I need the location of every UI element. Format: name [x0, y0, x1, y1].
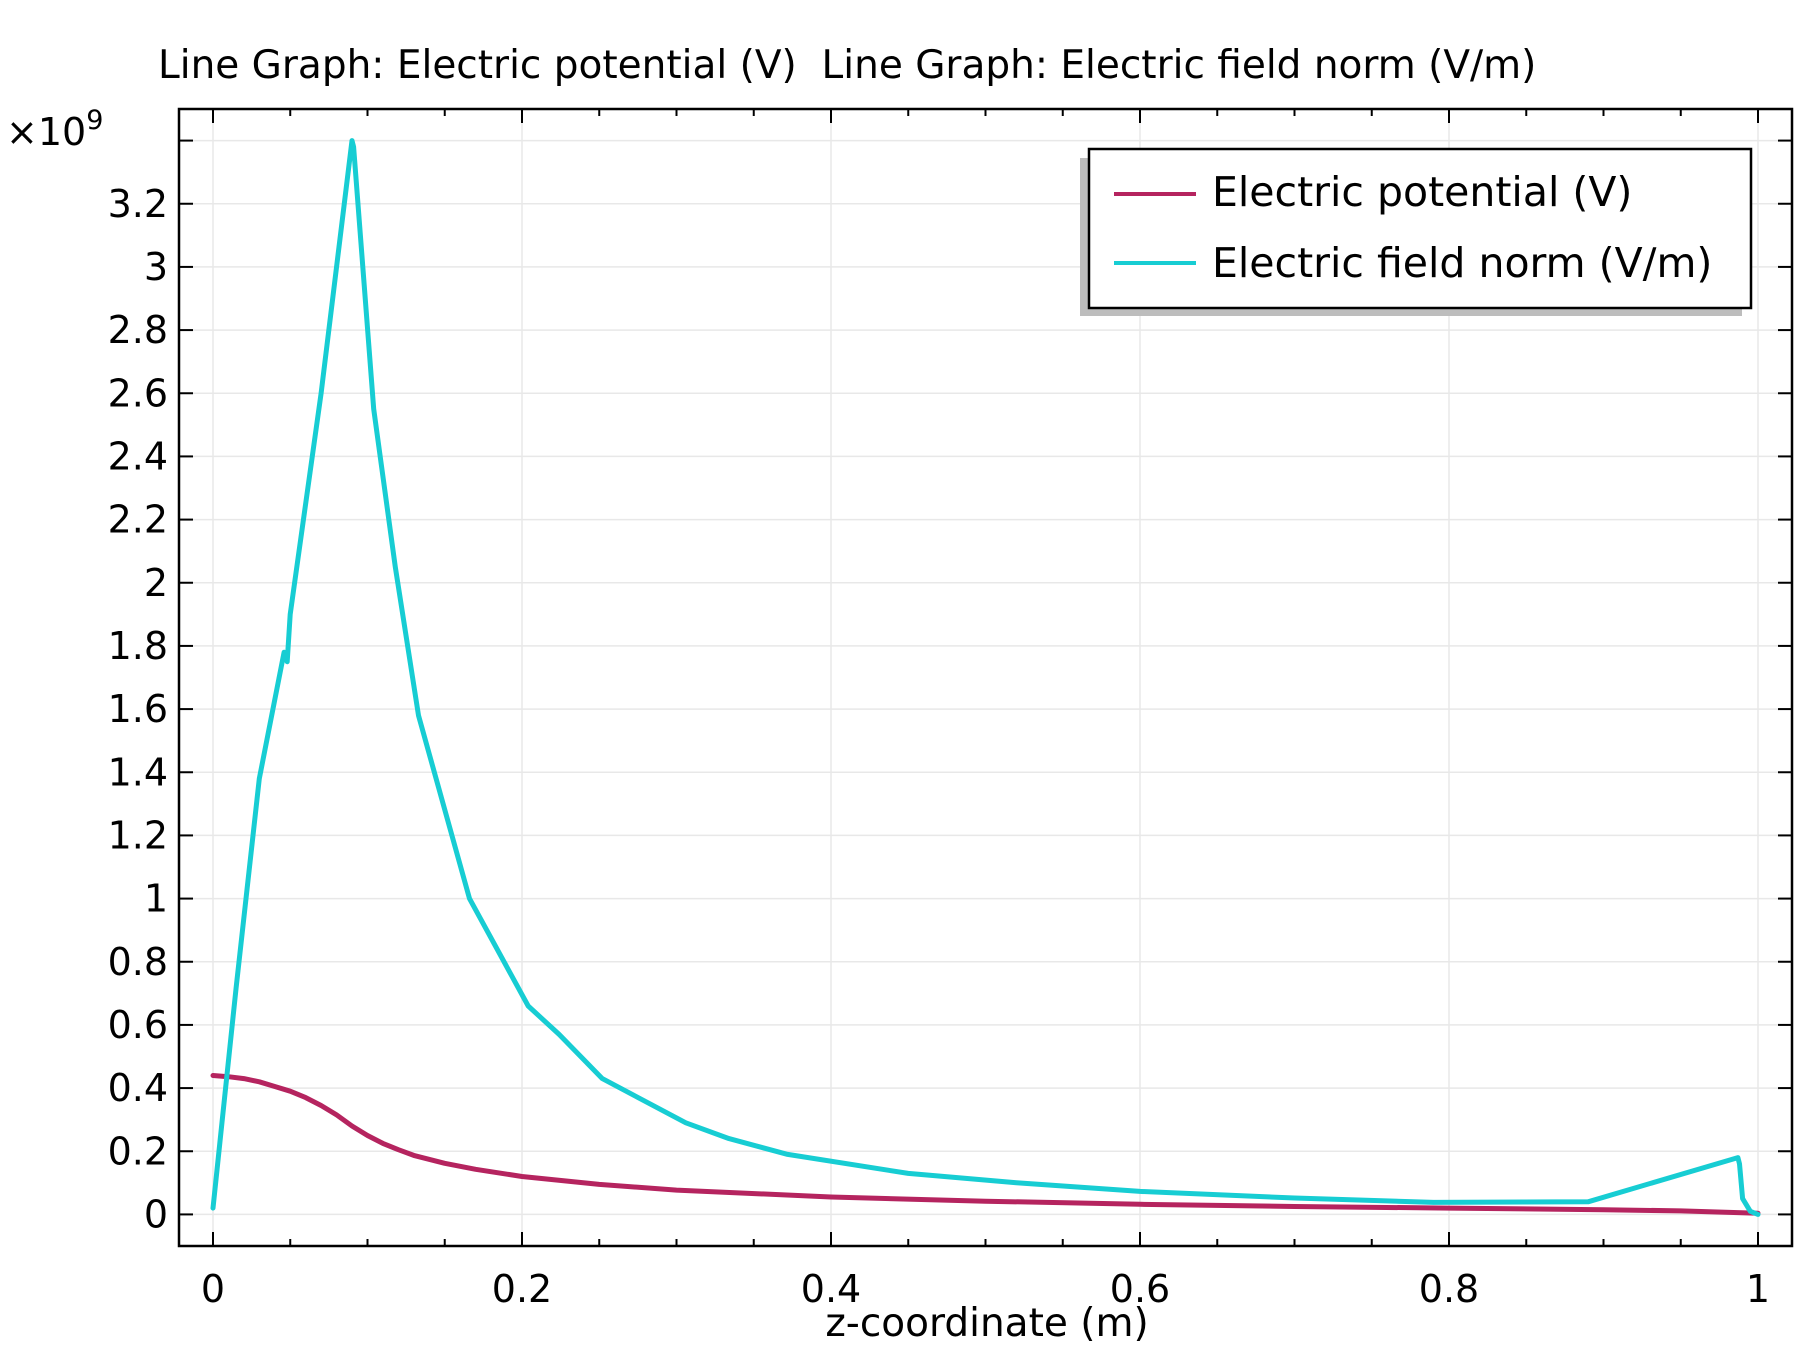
y-tick-label: 1.8 [108, 624, 168, 668]
y-tick-label: 1.6 [108, 687, 168, 731]
x-tick-label: 0.2 [492, 1267, 552, 1311]
x-tick-label: 1 [1746, 1267, 1770, 1311]
y-axis-multiplier-exponent: 9 [86, 105, 103, 136]
y-tick-label: 0.4 [108, 1066, 168, 1110]
y-tick-label: 1 [144, 877, 168, 921]
x-tick-label: 0.6 [1110, 1267, 1170, 1311]
axis-ticks [179, 109, 1792, 1246]
y-tick-label: 0 [144, 1192, 168, 1236]
chart-title: Line Graph: Electric potential (V) Line … [158, 43, 1536, 88]
x-tick-label: 0 [201, 1267, 225, 1311]
y-tick-label: 2.6 [108, 371, 168, 415]
x-tick-label: 0.4 [801, 1267, 861, 1311]
legend-box [1087, 147, 1753, 310]
y-tick-label: 0.6 [108, 1003, 168, 1047]
series-line-electric-potential [210, 1073, 1761, 1216]
y-tick-label: 1.4 [108, 750, 168, 794]
y-tick-labels: 0 0.2 0.4 0.6 0.8 1 1.2 1.4 1.6 1.8 2 2.2 2.4 2.6 2.8 3… [108, 182, 168, 1237]
series-line-electric-field-norm [210, 138, 1761, 1217]
y-tick-label: 1.2 [108, 813, 168, 857]
x-tick-labels: 0 0.2 0.4 0.6 0.8 1 [201, 1267, 1770, 1311]
y-tick-label: 0.2 [108, 1129, 168, 1173]
legend: Electric potential (V) Electric field no… [1080, 147, 1753, 316]
legend-label-electric-field-norm: Electric field norm (V/m) [1212, 239, 1712, 287]
data-series [210, 138, 1761, 1217]
legend-label-electric-potential: Electric potential (V) [1212, 168, 1632, 216]
y-tick-label: 2 [144, 561, 168, 605]
y-tick-label: 2.4 [108, 434, 168, 478]
y-axis-multiplier: ×109 [6, 105, 103, 154]
x-tick-label: 0.8 [1419, 1267, 1479, 1311]
y-tick-label: 2.8 [108, 308, 168, 352]
y-tick-label: 3 [144, 245, 168, 289]
y-tick-label: 0.8 [108, 940, 168, 984]
y-tick-label: 2.2 [108, 498, 168, 542]
y-tick-label: 3.2 [108, 182, 168, 226]
x-axis-label: z-coordinate (m) [825, 1301, 1148, 1346]
